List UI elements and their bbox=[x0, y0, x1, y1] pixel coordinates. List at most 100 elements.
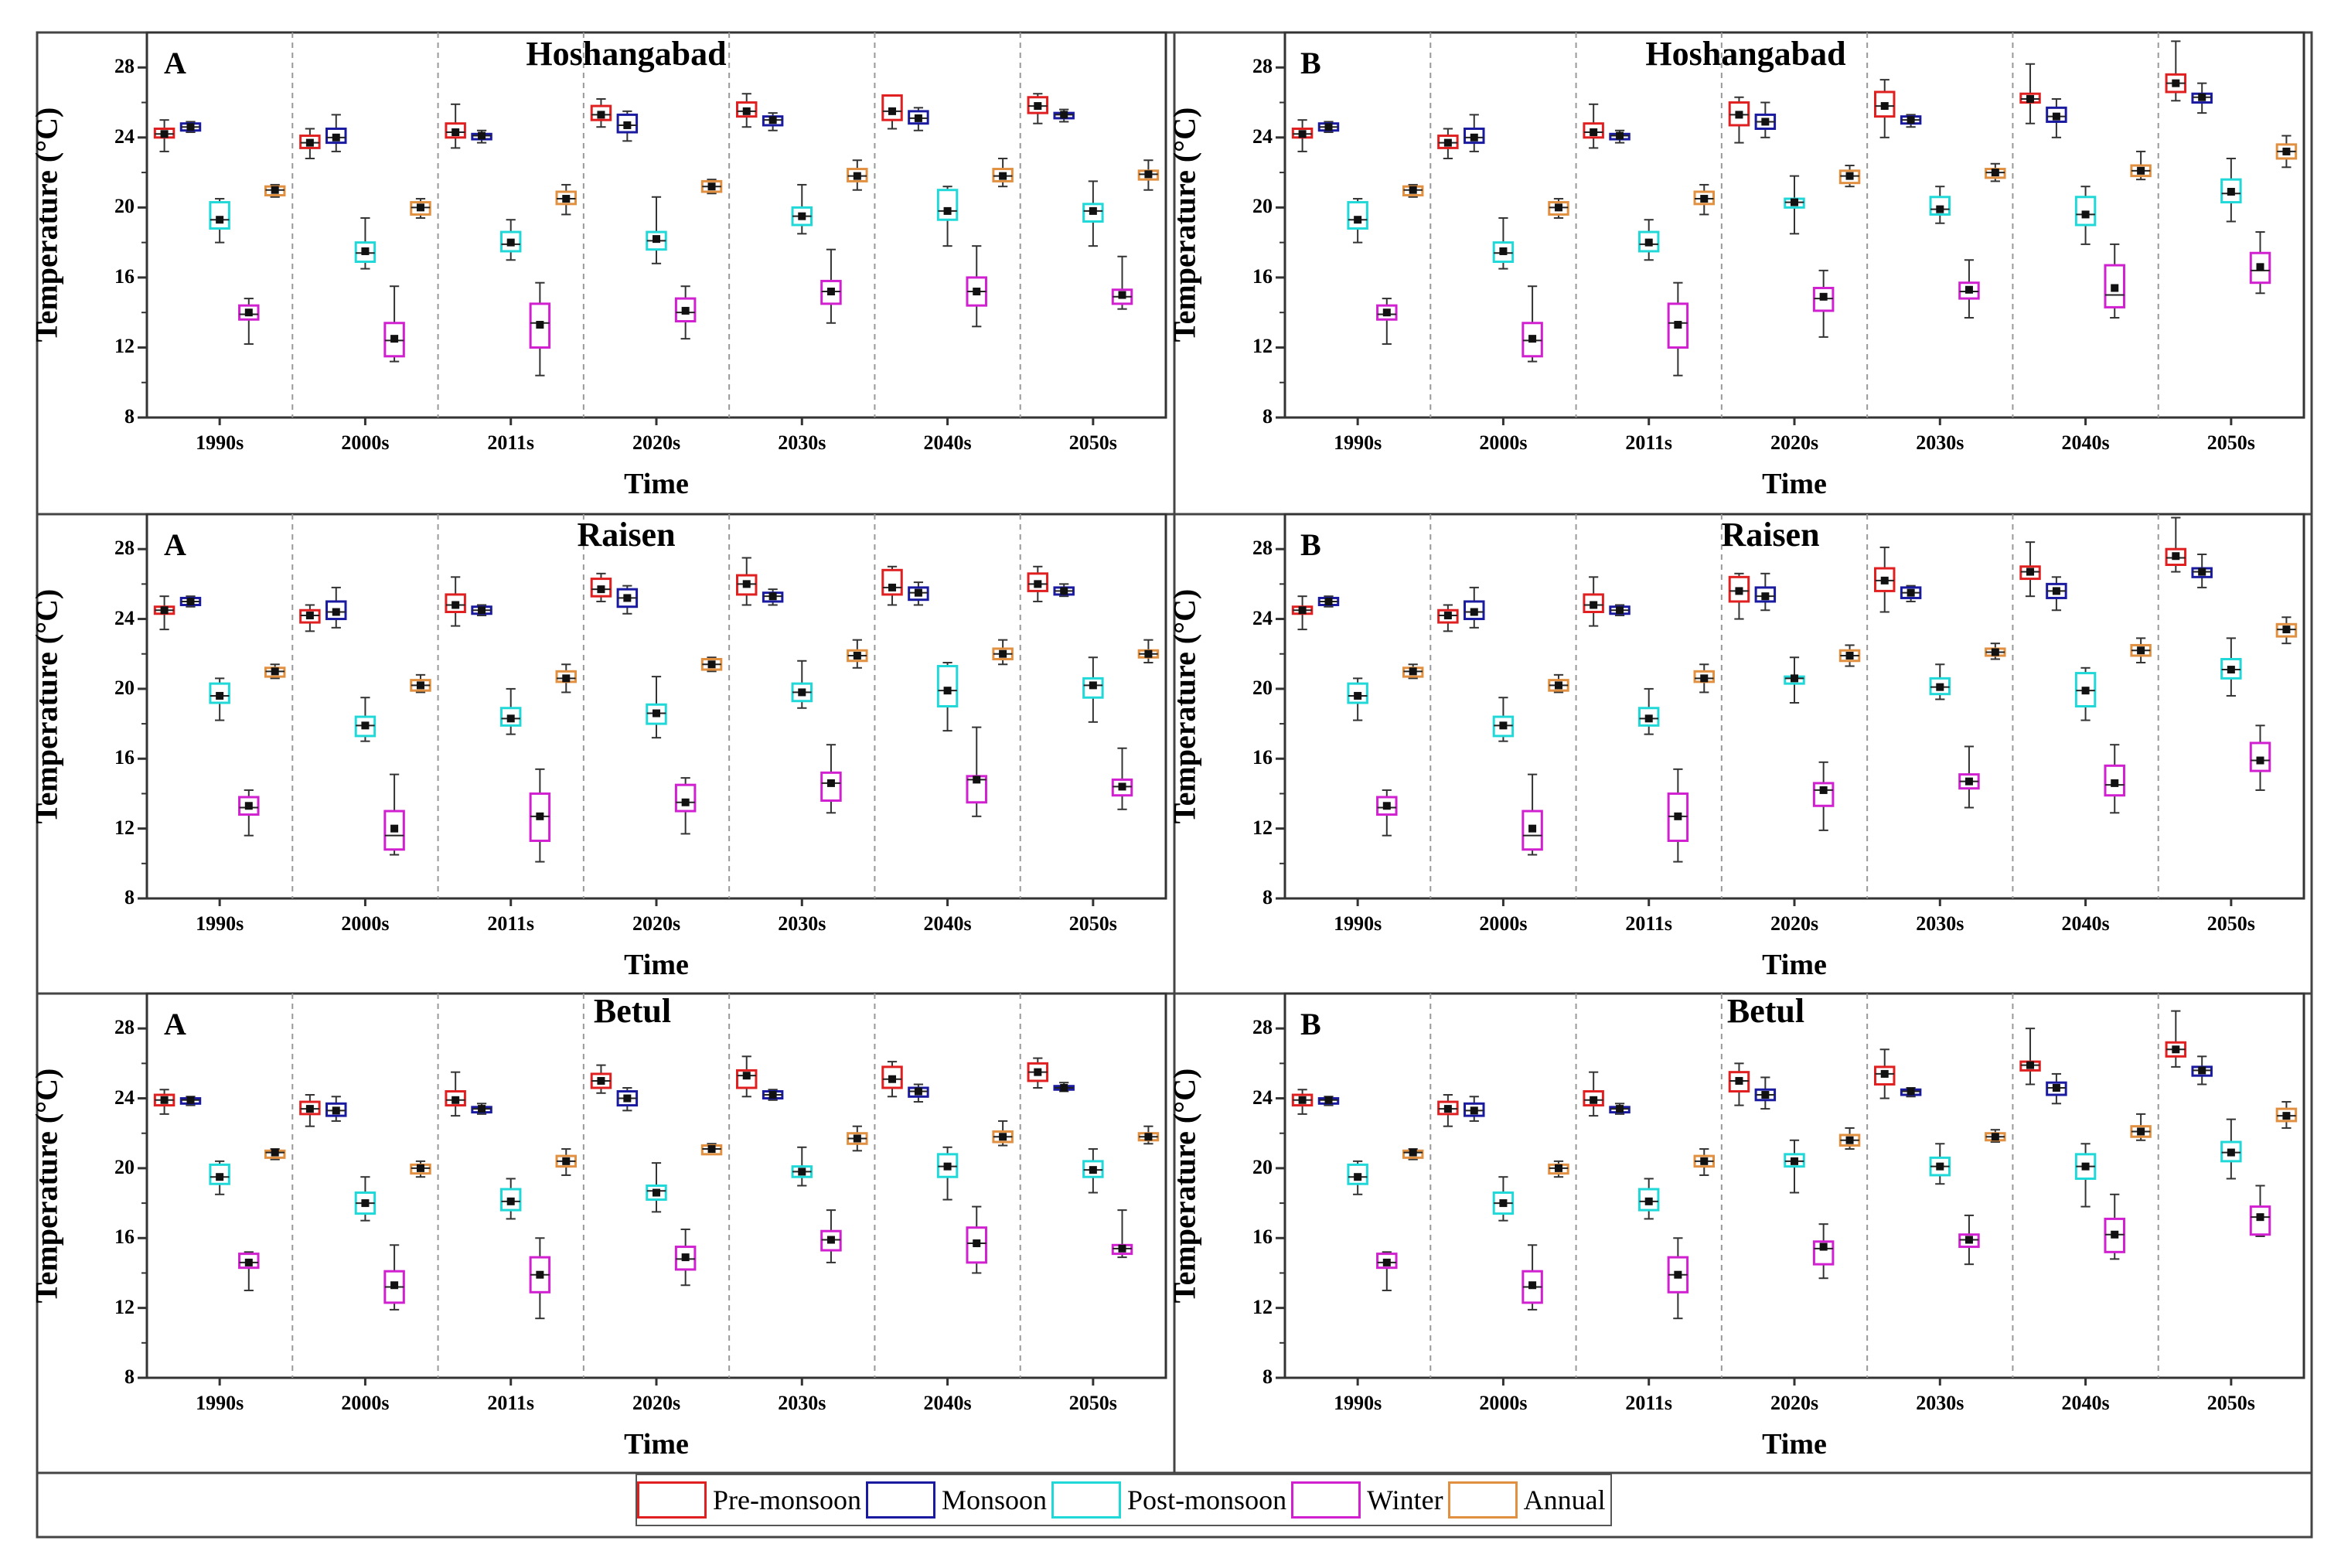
mean-marker-4-4-0 bbox=[271, 1148, 279, 1157]
mean-marker-4-4-2 bbox=[562, 1157, 571, 1165]
box-5-0-3 bbox=[1728, 1071, 1750, 1093]
x-tick-label: 2040s bbox=[923, 1392, 972, 1414]
mean-marker-1-0-0 bbox=[1298, 130, 1307, 138]
mean-marker-1-3-4 bbox=[1964, 285, 1973, 294]
y-tick-label: 20 bbox=[1252, 676, 1273, 699]
mean-marker-4-3-2 bbox=[536, 1270, 544, 1279]
legend-swatch-annual bbox=[1447, 1481, 1518, 1519]
mean-marker-4-3-3 bbox=[681, 1253, 690, 1262]
y-tick-label: 20 bbox=[1252, 195, 1273, 218]
mean-marker-3-4-2 bbox=[1700, 674, 1709, 683]
mean-marker-4-4-1 bbox=[416, 1164, 424, 1172]
mean-marker-0-1-3 bbox=[623, 121, 632, 129]
legend-label-annual: Annual bbox=[1523, 1484, 1606, 1515]
mean-marker-5-4-1 bbox=[1554, 1164, 1562, 1172]
x-tick-label: 2020s bbox=[632, 431, 681, 454]
mean-marker-4-2-2 bbox=[506, 1197, 515, 1205]
mean-marker-3-2-6 bbox=[2227, 666, 2235, 674]
mean-marker-4-3-4 bbox=[826, 1236, 835, 1244]
mean-marker-5-1-0 bbox=[1324, 1096, 1333, 1104]
mean-marker-1-2-5 bbox=[2081, 210, 2090, 219]
mean-marker-4-4-5 bbox=[999, 1133, 1007, 1141]
mean-marker-2-0-2 bbox=[452, 601, 460, 609]
mean-marker-0-3-0 bbox=[244, 308, 253, 317]
legend-label-winter: Winter bbox=[1367, 1484, 1443, 1515]
mean-marker-0-0-2 bbox=[452, 128, 460, 137]
mean-marker-4-0-3 bbox=[597, 1076, 605, 1085]
mean-marker-3-1-4 bbox=[1907, 588, 1915, 597]
x-axis-label: Time bbox=[1762, 949, 1827, 981]
mean-marker-4-2-3 bbox=[653, 1188, 660, 1197]
mean-marker-1-3-5 bbox=[2111, 284, 2119, 292]
y-tick-label: 28 bbox=[114, 55, 135, 78]
y-axis-label: Temperature (°C) bbox=[1167, 1068, 1202, 1303]
mean-marker-3-0-3 bbox=[1735, 587, 1743, 595]
x-tick-label: 2030s bbox=[778, 431, 826, 454]
mean-marker-4-1-4 bbox=[768, 1091, 777, 1099]
mean-marker-4-3-0 bbox=[244, 1258, 253, 1266]
mean-marker-2-4-3 bbox=[707, 660, 716, 669]
y-tick-label: 12 bbox=[1252, 816, 1273, 839]
x-tick-label: 2000s bbox=[341, 1392, 390, 1414]
x-axis-label: Time bbox=[1762, 1428, 1827, 1461]
mean-marker-0-1-2 bbox=[478, 131, 486, 140]
legend: Pre-monsoon Monsoon Post-monsoon Winter … bbox=[636, 1474, 1612, 1526]
y-tick-label: 8 bbox=[1263, 1365, 1273, 1388]
mean-marker-2-1-0 bbox=[186, 597, 195, 605]
mean-marker-0-3-5 bbox=[973, 288, 981, 296]
mean-marker-3-3-4 bbox=[1964, 777, 1973, 786]
mean-marker-4-1-0 bbox=[186, 1096, 195, 1104]
mean-marker-4-0-0 bbox=[160, 1096, 169, 1104]
mean-marker-0-4-0 bbox=[271, 186, 279, 194]
legend-label-pre-monsoon: Pre-monsoon bbox=[713, 1484, 861, 1515]
mean-marker-0-2-1 bbox=[361, 247, 370, 255]
mean-marker-5-4-6 bbox=[2282, 1112, 2291, 1120]
mean-marker-4-3-5 bbox=[973, 1239, 981, 1248]
mean-marker-4-3-1 bbox=[390, 1281, 399, 1290]
mean-marker-2-3-4 bbox=[826, 779, 835, 787]
legend-item-post-monsoon: Post-monsoon bbox=[1051, 1475, 1291, 1525]
mean-marker-4-3-6 bbox=[1118, 1244, 1126, 1253]
mean-marker-3-3-5 bbox=[2111, 779, 2119, 787]
mean-marker-0-1-4 bbox=[768, 116, 777, 124]
site-title: Betul bbox=[593, 992, 672, 1030]
mean-marker-4-2-5 bbox=[943, 1162, 952, 1171]
mean-marker-3-1-2 bbox=[1616, 606, 1624, 615]
mean-marker-5-3-5 bbox=[2111, 1230, 2119, 1239]
mean-marker-4-1-3 bbox=[623, 1094, 632, 1103]
mean-marker-2-4-4 bbox=[853, 651, 861, 660]
y-tick-label: 28 bbox=[1252, 537, 1273, 560]
mean-marker-3-3-2 bbox=[1674, 812, 1682, 820]
mean-marker-2-3-6 bbox=[1118, 782, 1126, 791]
x-tick-label: 1990s bbox=[196, 431, 244, 454]
panel-letter: A bbox=[164, 527, 186, 562]
mean-marker-5-3-4 bbox=[1964, 1236, 1973, 1244]
mean-marker-2-3-1 bbox=[390, 824, 399, 833]
mean-marker-1-3-2 bbox=[1674, 321, 1682, 329]
mean-marker-1-1-3 bbox=[1761, 118, 1770, 126]
mean-marker-2-3-2 bbox=[536, 812, 544, 820]
mean-marker-4-0-1 bbox=[305, 1105, 314, 1113]
mean-marker-1-4-4 bbox=[1991, 169, 1999, 177]
mean-marker-0-0-3 bbox=[597, 111, 605, 119]
mean-marker-0-2-2 bbox=[506, 238, 515, 247]
legend-swatch-winter bbox=[1291, 1481, 1361, 1519]
y-tick-label: 28 bbox=[1252, 1016, 1273, 1039]
site-title: Hoshangabad bbox=[1645, 35, 1846, 73]
y-tick-label: 20 bbox=[1252, 1155, 1273, 1178]
mean-marker-3-3-3 bbox=[1819, 786, 1828, 794]
mean-marker-0-2-5 bbox=[943, 206, 952, 215]
box-2-2-5 bbox=[936, 665, 959, 707]
mean-marker-5-4-5 bbox=[2137, 1127, 2145, 1136]
mean-marker-0-3-2 bbox=[536, 321, 544, 329]
mean-marker-5-1-6 bbox=[2198, 1066, 2206, 1075]
x-axis-label: Time bbox=[624, 949, 689, 981]
mean-marker-2-2-2 bbox=[506, 714, 515, 723]
x-tick-label: 2000s bbox=[1479, 1392, 1528, 1414]
x-tick-label: 2040s bbox=[923, 912, 972, 935]
mean-marker-1-0-4 bbox=[1880, 102, 1889, 111]
mean-marker-5-4-0 bbox=[1409, 1148, 1417, 1157]
legend-label-monsoon: Monsoon bbox=[942, 1484, 1048, 1515]
mean-marker-5-1-2 bbox=[1616, 1105, 1624, 1113]
